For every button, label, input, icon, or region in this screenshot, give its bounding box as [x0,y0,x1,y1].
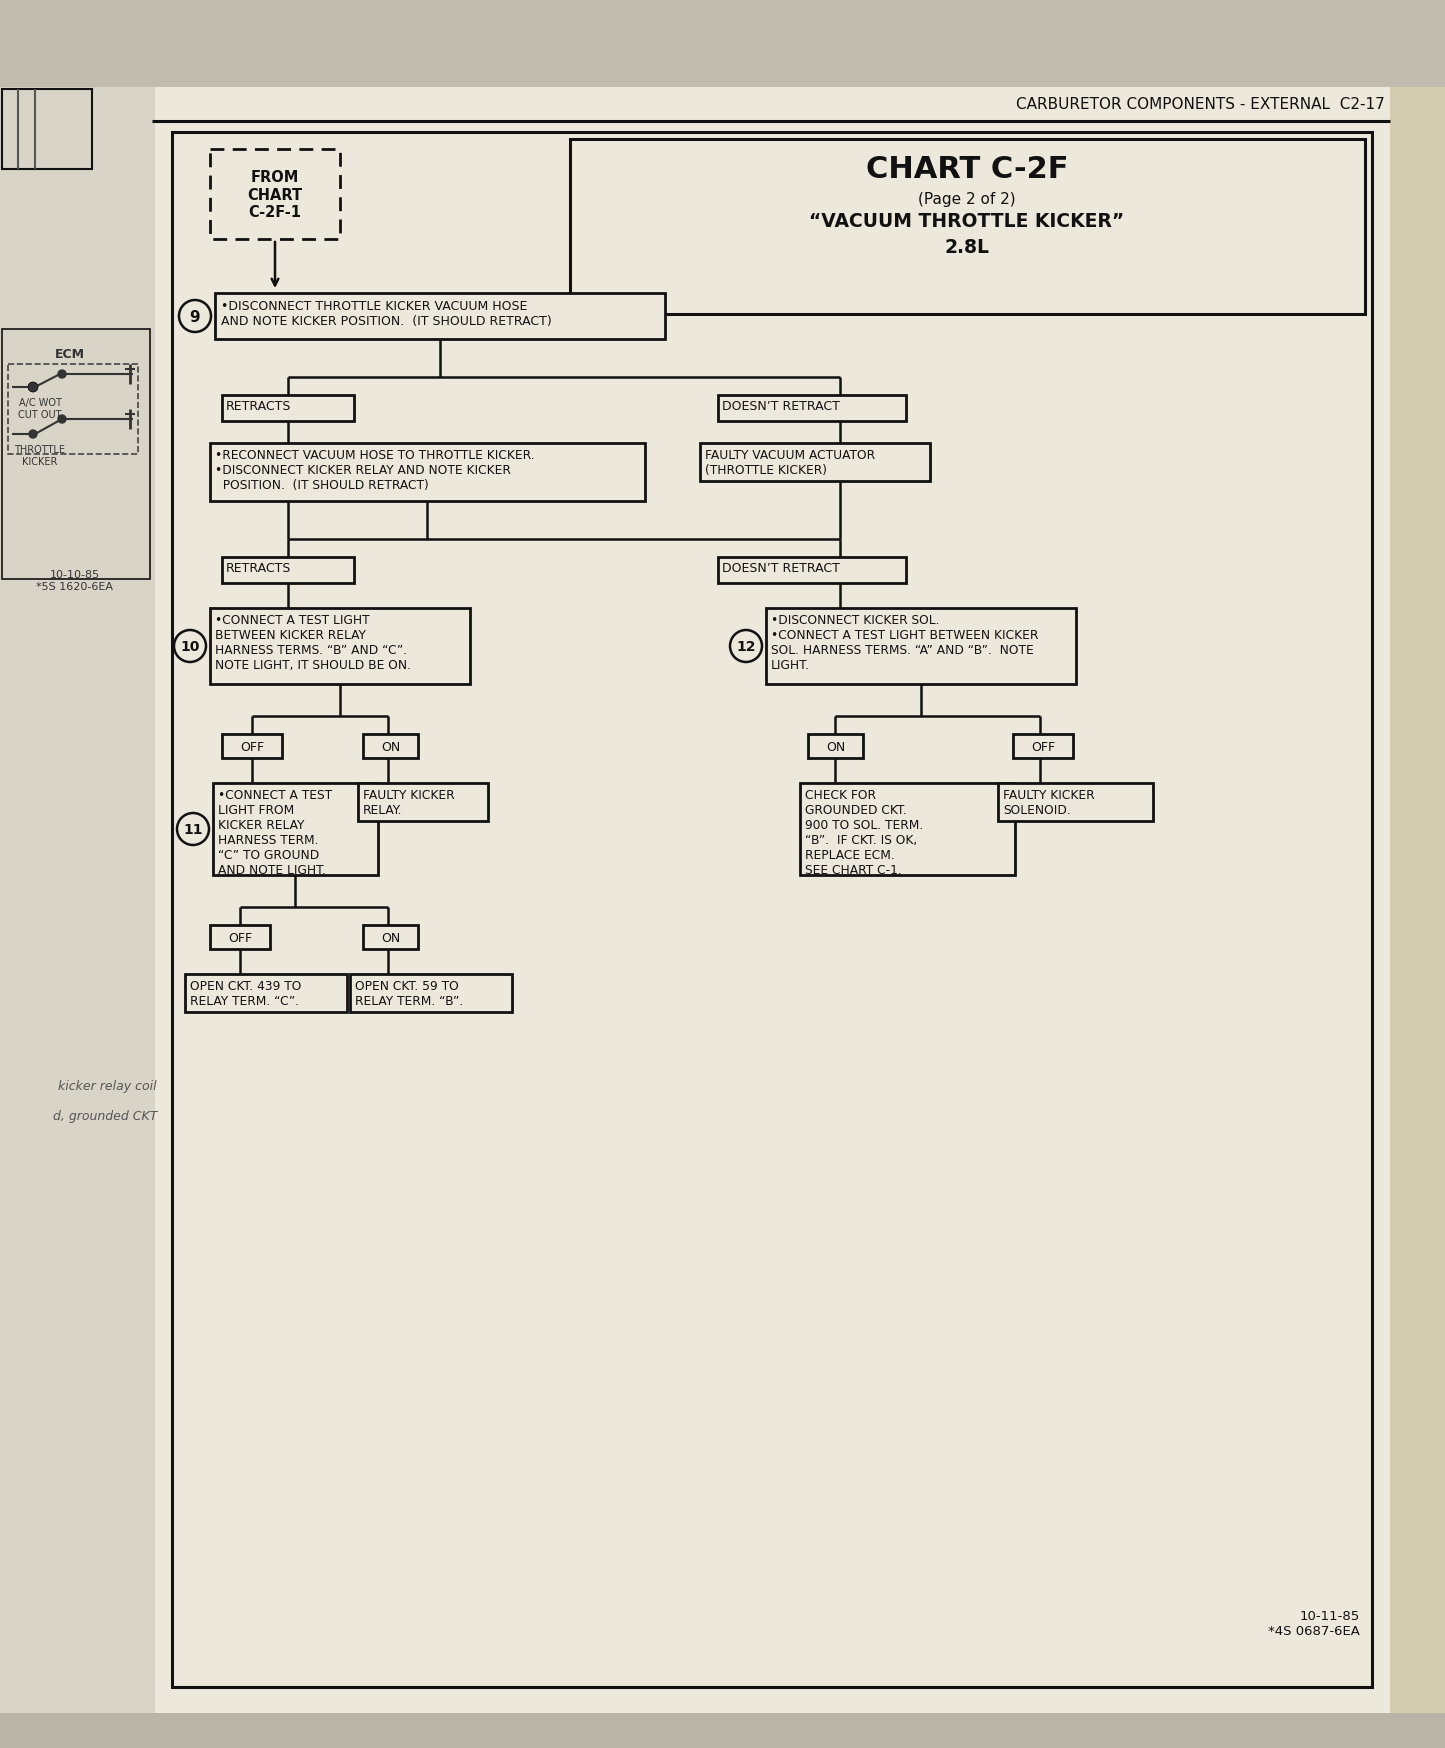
Text: DOESN’T RETRACT: DOESN’T RETRACT [722,400,840,413]
Text: 9: 9 [189,309,201,325]
Bar [223,558,354,584]
Text: d, grounded CKT: d, grounded CKT [52,1110,158,1122]
Text: FAULTY KICKER
SOLENOID.: FAULTY KICKER SOLENOID. [1003,788,1095,816]
Bar [718,558,906,584]
Bar [210,608,470,685]
Circle shape [173,631,207,662]
Bar [0,87,155,1713]
Bar [363,734,418,759]
Circle shape [176,813,210,846]
Circle shape [58,371,66,379]
Text: •CONNECT A TEST LIGHT
BETWEEN KICKER RELAY
HARNESS TERMS. “B” AND “C”.
NOTE LIGH: •CONNECT A TEST LIGHT BETWEEN KICKER REL… [215,614,410,671]
Text: FAULTY VACUUM ACTUATOR
(THROTTLE KICKER): FAULTY VACUUM ACTUATOR (THROTTLE KICKER) [705,449,876,477]
Bar [358,783,488,822]
Bar [350,974,512,1012]
Text: •DISCONNECT THROTTLE KICKER VACUUM HOSE
AND NOTE KICKER POSITION.  (IT SHOULD RE: •DISCONNECT THROTTLE KICKER VACUUM HOSE … [221,301,552,329]
Text: A/C WOT
CUT OUT: A/C WOT CUT OUT [19,399,62,420]
Text: OFF: OFF [228,932,251,944]
Bar [699,444,931,482]
Bar [210,150,340,239]
Text: •DISCONNECT KICKER SOL.
•CONNECT A TEST LIGHT BETWEEN KICKER
SOL. HARNESS TERMS.: •DISCONNECT KICKER SOL. •CONNECT A TEST … [772,614,1039,671]
Circle shape [58,416,66,423]
Text: •CONNECT A TEST
LIGHT FROM
KICKER RELAY
HARNESS TERM.
“C” TO GROUND
AND NOTE LIG: •CONNECT A TEST LIGHT FROM KICKER RELAY … [218,788,332,876]
Bar [718,395,906,421]
Text: OPEN CKT. 439 TO
RELAY TERM. “C”.: OPEN CKT. 439 TO RELAY TERM. “C”. [189,979,302,1007]
Bar [569,140,1366,315]
Text: 10-11-85
*4S 0687-6EA: 10-11-85 *4S 0687-6EA [1269,1610,1360,1638]
Text: 10-10-85
*5S 1620-6EA: 10-10-85 *5S 1620-6EA [36,570,114,591]
Text: 2.8L: 2.8L [945,238,990,257]
Bar [9,365,139,454]
Circle shape [730,631,762,662]
Bar [808,734,863,759]
Bar [223,395,354,421]
Bar [1013,734,1074,759]
Text: THROTTLE
KICKER: THROTTLE KICKER [14,444,65,467]
Circle shape [29,385,38,392]
Bar [210,444,644,502]
Text: ON: ON [381,932,400,944]
Text: 12: 12 [737,640,756,654]
Bar [172,133,1371,1687]
Text: RETRACTS: RETRACTS [225,400,292,413]
Text: DOESN’T RETRACT: DOESN’T RETRACT [722,561,840,575]
Text: FAULTY KICKER
RELAY.: FAULTY KICKER RELAY. [363,788,455,816]
Bar [363,925,418,949]
Bar [1,330,150,580]
Text: CHART C-2F: CHART C-2F [866,156,1068,184]
Circle shape [29,385,38,392]
Circle shape [179,301,211,332]
Bar [998,783,1153,822]
Text: CARBURETOR COMPONENTS - EXTERNAL  C2-17: CARBURETOR COMPONENTS - EXTERNAL C2-17 [1016,96,1384,112]
Text: OFF: OFF [1030,739,1055,753]
Bar [215,294,665,339]
Text: •RECONNECT VACUUM HOSE TO THROTTLE KICKER.
•DISCONNECT KICKER RELAY AND NOTE KIC: •RECONNECT VACUUM HOSE TO THROTTLE KICKE… [215,449,535,491]
Text: ON: ON [381,739,400,753]
Circle shape [29,385,38,392]
Bar [212,783,379,876]
Circle shape [29,430,38,439]
Text: ECM: ECM [55,348,85,360]
Text: 11: 11 [184,823,202,837]
Bar [223,734,282,759]
Text: FROM
CHART
C-2F-1: FROM CHART C-2F-1 [247,170,302,220]
Text: CHECK FOR
GROUNDED CKT.
900 TO SOL. TERM.
“B”.  IF CKT. IS OK,
REPLACE ECM.
SEE : CHECK FOR GROUNDED CKT. 900 TO SOL. TERM… [805,788,923,876]
Bar [801,783,1014,876]
Bar [185,974,347,1012]
Text: ON: ON [827,739,845,753]
Bar [766,608,1077,685]
Text: kicker relay coil: kicker relay coil [58,1079,158,1092]
Text: 10: 10 [181,640,199,654]
Text: “VACUUM THROTTLE KICKER”: “VACUUM THROTTLE KICKER” [809,212,1124,231]
Text: RETRACTS: RETRACTS [225,561,292,575]
Bar [0,0,1445,100]
Text: OPEN CKT. 59 TO
RELAY TERM. “B”.: OPEN CKT. 59 TO RELAY TERM. “B”. [355,979,464,1007]
Bar [1,89,92,170]
Bar [152,87,1410,1713]
Text: OFF: OFF [240,739,264,753]
Bar [1390,87,1445,1713]
Text: (Page 2 of 2): (Page 2 of 2) [918,192,1016,206]
Bar [210,925,270,949]
